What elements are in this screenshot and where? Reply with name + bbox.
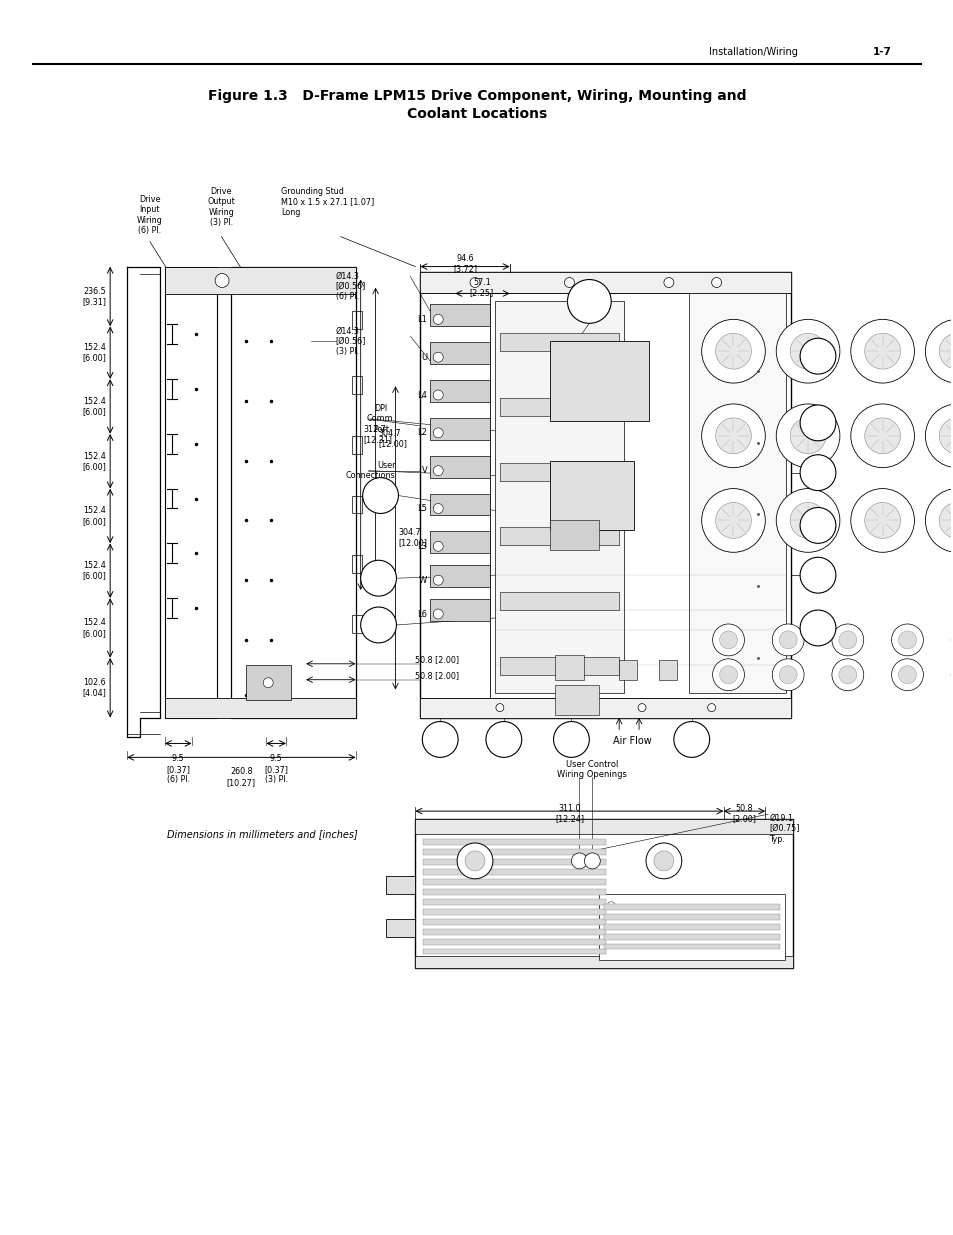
- Circle shape: [645, 844, 681, 879]
- Circle shape: [850, 489, 914, 552]
- Circle shape: [800, 338, 835, 374]
- Circle shape: [701, 404, 764, 468]
- Text: 152.4
[6.00]: 152.4 [6.00]: [82, 452, 106, 471]
- Circle shape: [663, 278, 673, 288]
- Circle shape: [496, 704, 503, 711]
- Bar: [499, 527, 618, 546]
- Bar: [659, 659, 676, 679]
- Circle shape: [950, 624, 953, 656]
- Circle shape: [553, 721, 589, 757]
- Bar: [385, 876, 415, 894]
- Circle shape: [433, 390, 443, 400]
- Bar: [423, 839, 605, 845]
- Text: User
Connections: User Connections: [346, 461, 395, 480]
- Circle shape: [360, 561, 396, 597]
- Text: L2: L2: [417, 429, 427, 437]
- Circle shape: [215, 274, 229, 288]
- Circle shape: [584, 853, 599, 869]
- Bar: [420, 272, 790, 294]
- Circle shape: [433, 541, 443, 551]
- Circle shape: [924, 489, 953, 552]
- Text: 312.7
[12.31]: 312.7 [12.31]: [363, 425, 393, 445]
- Text: 260.8
[10.27]: 260.8 [10.27]: [227, 767, 255, 787]
- Circle shape: [719, 666, 737, 684]
- Circle shape: [850, 320, 914, 383]
- Circle shape: [360, 608, 396, 643]
- Circle shape: [715, 333, 751, 369]
- Circle shape: [638, 704, 645, 711]
- Bar: [430, 599, 490, 621]
- Text: 14: 14: [371, 620, 385, 630]
- Text: L1: L1: [417, 315, 427, 324]
- Bar: [499, 398, 618, 416]
- Text: Dimensions in millimeters and [inches]: Dimensions in millimeters and [inches]: [167, 829, 357, 839]
- Text: 1-7: 1-7: [872, 47, 891, 57]
- Circle shape: [433, 504, 443, 514]
- Bar: [385, 919, 415, 936]
- Bar: [423, 869, 605, 874]
- Bar: [499, 592, 618, 610]
- Bar: [352, 495, 361, 514]
- Text: 7: 7: [687, 735, 695, 745]
- Text: User Control
Wiring Openings: User Control Wiring Openings: [557, 760, 627, 779]
- Text: Installation/Wiring: Installation/Wiring: [708, 47, 797, 57]
- Circle shape: [831, 624, 862, 656]
- Circle shape: [456, 844, 493, 879]
- Text: Ø19.1
[Ø0.75]
Typ.: Ø19.1 [Ø0.75] Typ.: [768, 814, 799, 844]
- Bar: [423, 909, 605, 915]
- Text: 304.7
[12.00]: 304.7 [12.00]: [398, 527, 427, 547]
- Bar: [554, 684, 598, 715]
- Bar: [423, 858, 605, 864]
- Circle shape: [789, 503, 825, 538]
- Bar: [549, 341, 648, 421]
- Text: 13: 13: [433, 735, 447, 745]
- Text: W: W: [418, 576, 427, 584]
- Circle shape: [701, 320, 764, 383]
- Circle shape: [863, 333, 900, 369]
- Circle shape: [564, 278, 574, 288]
- Text: 152.4
[6.00]: 152.4 [6.00]: [82, 506, 106, 526]
- Circle shape: [715, 417, 751, 453]
- Bar: [423, 848, 605, 855]
- Bar: [423, 929, 605, 935]
- Text: 236.5
[9.31]: 236.5 [9.31]: [82, 287, 106, 306]
- Text: 1: 1: [375, 573, 381, 583]
- Text: 152.4
[6.00]: 152.4 [6.00]: [82, 343, 106, 362]
- Bar: [415, 956, 792, 968]
- Text: 152.4
[6.00]: 152.4 [6.00]: [82, 561, 106, 580]
- Circle shape: [701, 489, 764, 552]
- Circle shape: [800, 508, 835, 543]
- Circle shape: [779, 631, 797, 648]
- Text: U: U: [420, 353, 427, 362]
- Text: 152.4
[6.00]: 152.4 [6.00]: [82, 619, 106, 637]
- Circle shape: [779, 666, 797, 684]
- Circle shape: [719, 631, 737, 648]
- Circle shape: [470, 278, 479, 288]
- Circle shape: [898, 631, 916, 648]
- Text: 11: 11: [581, 296, 596, 306]
- Circle shape: [776, 320, 839, 383]
- Bar: [598, 894, 784, 961]
- Circle shape: [571, 853, 587, 869]
- Text: DPI
Comm.
Port: DPI Comm. Port: [366, 404, 395, 433]
- Circle shape: [712, 658, 743, 690]
- Circle shape: [707, 704, 715, 711]
- Bar: [430, 566, 490, 587]
- Circle shape: [838, 631, 856, 648]
- Circle shape: [850, 404, 914, 468]
- Text: 102.6
[4.04]: 102.6 [4.04]: [82, 678, 106, 698]
- Bar: [415, 819, 792, 968]
- Text: 311.0
[12.24]: 311.0 [12.24]: [555, 804, 583, 824]
- Text: 94.6
[3.72]: 94.6 [3.72]: [453, 253, 476, 273]
- Circle shape: [800, 610, 835, 646]
- Text: 304.7
[12.00]: 304.7 [12.00]: [378, 429, 407, 448]
- Text: 12: 12: [810, 468, 824, 478]
- Bar: [430, 456, 490, 478]
- Circle shape: [433, 466, 443, 475]
- Text: 50.8 [2.00]: 50.8 [2.00]: [415, 672, 459, 680]
- Text: 6: 6: [814, 622, 821, 634]
- Bar: [423, 889, 605, 894]
- Bar: [499, 463, 618, 480]
- Bar: [430, 380, 490, 401]
- Text: Drive
Output
Wiring
(3) Pl.: Drive Output Wiring (3) Pl.: [208, 186, 235, 227]
